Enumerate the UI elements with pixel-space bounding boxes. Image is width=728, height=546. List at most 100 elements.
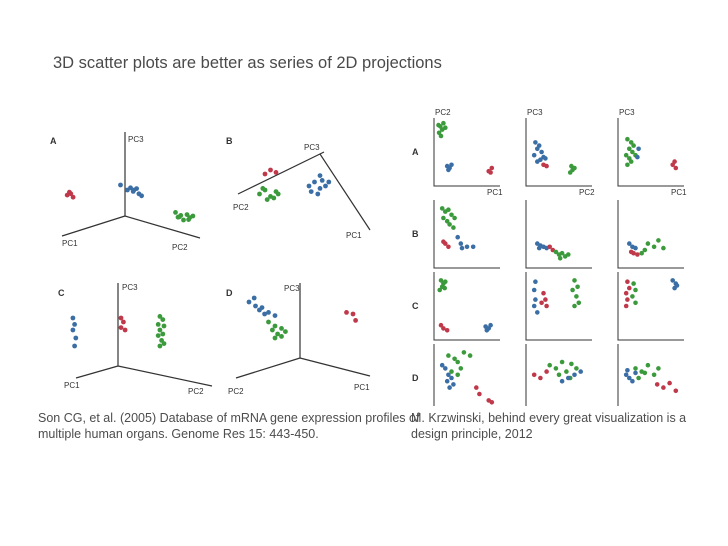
projection-cell-c1 (433, 272, 500, 341)
data-point-red (441, 239, 446, 244)
data-point-blue (308, 189, 314, 194)
data-point-green (574, 366, 579, 371)
data-point-blue (446, 167, 451, 173)
data-point-blue (455, 234, 460, 240)
projection-cell-d3 (617, 344, 679, 406)
data-point-green (161, 323, 167, 329)
data-point-red (661, 385, 666, 390)
axis-label-pc2: PC2 (233, 203, 249, 212)
data-point-blue (539, 149, 544, 155)
data-point-blue (306, 183, 312, 189)
data-point-red (344, 310, 349, 315)
data-point-blue (444, 378, 450, 384)
axis-label-pc3: PC3 (284, 284, 300, 293)
data-point-blue (484, 328, 490, 333)
projection-cell-a2: PC3 PC2 (525, 108, 595, 197)
data-point-green (155, 333, 161, 338)
data-point-green (639, 250, 644, 256)
data-point-green (446, 207, 451, 212)
axis-label-y: PC3 (619, 108, 635, 117)
data-point-green (442, 285, 447, 291)
projection-cell-b3 (617, 200, 684, 269)
axis-label-pc2: PC2 (172, 243, 188, 252)
data-point-green (186, 217, 192, 222)
data-point-blue (543, 156, 548, 161)
data-point-red (547, 244, 552, 250)
data-point-blue (458, 241, 464, 246)
data-point-green (461, 350, 467, 355)
caption-right-line-2: design principle, 2012 (411, 427, 533, 441)
axis-label-pc1: PC1 (64, 381, 80, 390)
axis-label-pc1: PC1 (354, 383, 370, 392)
data-point-red (538, 375, 543, 381)
caption-left-line-1: Son CG, et al. (2005) Database of mRNA g… (38, 411, 420, 425)
data-point-blue (246, 299, 252, 305)
data-point-green (569, 361, 574, 367)
data-point-green (556, 372, 562, 378)
data-point-green (272, 323, 278, 329)
data-point-red (446, 244, 451, 250)
axis-label-pc3: PC3 (304, 143, 320, 152)
data-point-red (118, 315, 124, 321)
data-point-blue (70, 327, 76, 333)
data-point-red (122, 327, 128, 333)
data-point-green (547, 362, 552, 368)
axis-line (433, 200, 500, 269)
panel-label: A (50, 136, 57, 146)
axis-line (237, 153, 371, 231)
pca-3d-figure: A PC3 PC1 PC2 B PC3 PC2 PC1 C PC3 PC1 PC2 D PC3 PC2 PC1 (50, 132, 371, 396)
data-point-blue (635, 154, 640, 160)
projection-cell-d1 (433, 344, 495, 406)
data-point-red (544, 369, 549, 374)
data-point-blue (73, 335, 79, 341)
data-point-blue (630, 378, 635, 384)
data-point-green (161, 341, 167, 346)
data-point-blue (636, 146, 641, 152)
data-point-green (458, 366, 464, 371)
data-point-blue (312, 179, 317, 185)
data-point-green (446, 353, 451, 358)
data-point-red (654, 382, 660, 387)
data-point-green (257, 191, 262, 197)
axis-label-pc2: PC2 (188, 387, 204, 396)
data-point-blue (572, 372, 577, 378)
axis-label-pc3: PC3 (122, 283, 138, 292)
data-point-red (623, 290, 629, 296)
axis-label-x: PC1 (671, 188, 687, 197)
data-point-red (350, 311, 356, 317)
panel-c: C PC3 PC1 PC2 (58, 283, 213, 396)
data-point-red (477, 391, 482, 397)
data-point-blue (533, 297, 538, 302)
data-point-red (635, 252, 640, 257)
data-point-blue (323, 183, 328, 189)
axis-label-x: PC1 (487, 188, 503, 197)
data-point-green (441, 215, 446, 221)
data-point-blue (533, 279, 538, 284)
axis-line (525, 272, 592, 341)
axis-label-x: PC2 (579, 188, 595, 197)
data-point-blue (470, 244, 476, 250)
data-point-red (625, 279, 630, 284)
axis-line (75, 365, 119, 379)
axis-line (525, 344, 527, 406)
axis-label-y: PC2 (435, 108, 451, 117)
data-point-red (543, 297, 548, 302)
data-point-red (541, 290, 546, 296)
caption-right-line-1: M. Krzwinski, behind every great visuali… (411, 411, 687, 425)
panel-a: A PC3 PC1 PC2 (50, 132, 201, 252)
data-point-blue (531, 303, 537, 309)
axis-line (117, 365, 213, 387)
data-point-green (181, 217, 186, 223)
data-point-green (439, 206, 445, 211)
data-point-green (628, 140, 634, 145)
axis-line (617, 344, 619, 406)
data-point-blue (531, 152, 537, 158)
data-point-green (572, 165, 577, 171)
axis-line (525, 200, 592, 269)
data-point-red (631, 250, 636, 256)
data-point-red (118, 325, 124, 330)
data-point-green (651, 244, 657, 250)
data-point-green (449, 369, 454, 374)
projection-cell-b1 (433, 200, 500, 269)
row-label-d: D (412, 373, 419, 383)
